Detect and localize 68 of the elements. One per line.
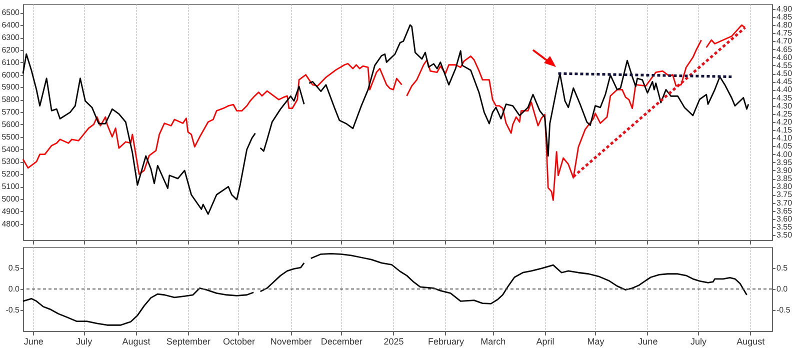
y2-tick-label: -0.5 — [776, 306, 791, 314]
x-tick-label: August — [122, 336, 151, 346]
y2-tick-label: 4.60 — [776, 52, 793, 62]
y2-tick-label: 4.35 — [776, 93, 793, 102]
y-tick-label: 5400 — [2, 144, 20, 154]
y2-tick-label: 0.5 — [776, 264, 788, 272]
y2-tick-label: 3.85 — [776, 174, 793, 184]
y-tick-label: 6200 — [2, 45, 20, 54]
y2-tick-label: 4.75 — [776, 28, 793, 38]
y-tick-label: 0.0 — [8, 284, 20, 294]
y-tick-label: 5000 — [2, 194, 20, 204]
y-tick-label: 5300 — [2, 157, 20, 166]
x-tick-label: September — [166, 336, 210, 346]
y-tick-label: -0.5 — [6, 306, 20, 314]
y-tick-label: 5200 — [2, 170, 20, 179]
y2-tick-label: 3.50 — [776, 230, 793, 240]
y2-tick-label: 4.00 — [776, 150, 793, 159]
x-tick-label: November — [270, 336, 312, 346]
y2-tick-label: 4.30 — [776, 101, 793, 110]
y2-tick-label: 4.10 — [776, 134, 793, 143]
y2-tick-label: 4.80 — [776, 20, 793, 30]
y2-tick-label: 3.95 — [776, 158, 793, 167]
y-tick-label: 6000 — [2, 70, 20, 80]
x-tick-label: April — [536, 336, 554, 346]
y-tick-label: 5600 — [2, 120, 20, 129]
y-tick-label: 4900 — [2, 206, 20, 216]
y-tick-label: 5800 — [2, 95, 20, 104]
x-tick-label: July — [76, 336, 93, 346]
y2-tick-label: 4.45 — [776, 77, 793, 86]
y-tick-label: 5900 — [2, 82, 20, 92]
y2-tick-label: 3.90 — [776, 166, 793, 175]
y2-tick-label: 4.40 — [776, 85, 793, 94]
y-tick-label: 6100 — [2, 58, 20, 67]
y2-tick-label: 0.0 — [776, 284, 788, 294]
y-tick-label: 4800 — [2, 219, 20, 228]
y2-tick-label: 3.75 — [776, 190, 793, 200]
y2-tick-label: 3.65 — [776, 206, 793, 216]
y-tick-label: 6500 — [2, 8, 20, 18]
x-tick-label: July — [690, 336, 707, 346]
y-tick-label: 6400 — [2, 20, 20, 30]
y-tick-label: 5700 — [2, 108, 20, 117]
y-tick-label: 0.5 — [8, 264, 20, 272]
y2-tick-label: 3.80 — [776, 182, 793, 192]
y2-tick-label: 4.70 — [776, 36, 793, 46]
y2-tick-label: 4.90 — [776, 4, 793, 14]
x-tick-label: May — [587, 336, 605, 346]
x-tick-label: February — [428, 336, 464, 346]
y2-tick-label: 4.55 — [776, 60, 793, 70]
x-tick-label: 2025 — [384, 336, 404, 346]
x-tick-label: August — [736, 336, 766, 346]
y-tick-label: 5500 — [2, 132, 20, 142]
x-tick-label: October — [222, 336, 255, 346]
y2-tick-label: 4.50 — [776, 69, 793, 78]
y2-tick-label: 4.25 — [776, 109, 793, 118]
x-tick-label: March — [480, 336, 506, 346]
y2-tick-label: 4.85 — [776, 12, 793, 22]
x-tick-label: December — [320, 336, 362, 346]
y2-tick-label: 4.05 — [776, 142, 793, 151]
y2-tick-label: 3.60 — [776, 214, 793, 224]
x-tick-label: June — [24, 336, 44, 346]
y-tick-label: 6300 — [2, 33, 20, 42]
y2-tick-label: 4.65 — [776, 44, 793, 54]
y-tick-label: 5100 — [2, 182, 20, 192]
y2-tick-label: 4.15 — [776, 126, 793, 135]
y2-tick-label: 3.55 — [776, 222, 793, 232]
y2-tick-label: 4.20 — [776, 118, 793, 126]
x-tick-label: June — [638, 336, 658, 346]
y2-tick-label: 3.70 — [776, 198, 793, 208]
